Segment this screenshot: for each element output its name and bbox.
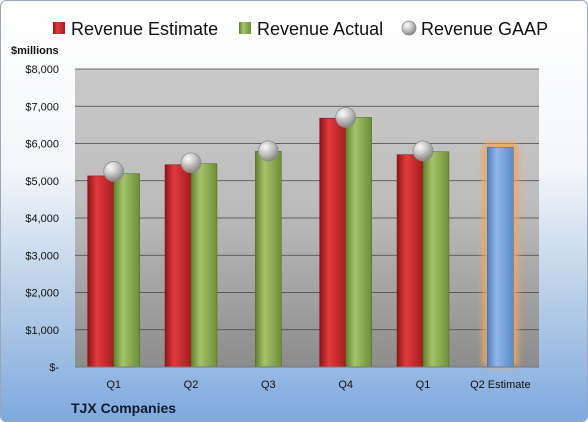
legend: Revenue Estimate Revenue Actual Revenue …	[53, 19, 548, 39]
y-tick-label: $1,000	[25, 325, 59, 337]
gaap-markers	[103, 107, 434, 182]
legend-label-estimate: Revenue Estimate	[71, 19, 218, 39]
revenue-estimate-bar	[164, 164, 192, 368]
x-axis-ticks: Q1 Q2 Q3 Q4 Q1 Q2 Estimate	[106, 379, 530, 391]
revenue-gaap-marker	[335, 107, 357, 128]
revenue-actual-bar	[255, 151, 282, 368]
legend-swatch-actual	[239, 22, 251, 34]
revenue-gaap-marker	[257, 140, 279, 162]
y-tick-label: $-	[49, 362, 59, 374]
x-tick-label: Q4	[338, 379, 353, 391]
legend-swatch-estimate	[53, 22, 65, 34]
x-tick-label: Q1	[416, 379, 431, 391]
revenue-estimate-bar	[87, 175, 114, 368]
x-tick-label: Q3	[261, 379, 276, 391]
bars	[87, 117, 519, 368]
revenue-estimate-bar	[319, 117, 346, 368]
revenue-actual-bar	[190, 163, 218, 368]
y-tick-label: $7,000	[25, 101, 59, 113]
legend-label-actual: Revenue Actual	[257, 19, 383, 39]
revenue-gaap-marker	[180, 152, 202, 174]
revenue-actual-bar	[345, 117, 372, 368]
revenue-actual-bar	[422, 151, 450, 368]
legend-swatch-gaap	[401, 20, 417, 36]
y-tick-label: $2,000	[25, 288, 59, 300]
q2-estimate-bar	[487, 146, 514, 368]
company-name: TJX Companies	[71, 400, 176, 416]
y-axis-unit-label: $millions	[11, 45, 59, 57]
x-tick-label: Q1	[106, 379, 121, 391]
x-tick-label: Q2 Estimate	[470, 379, 531, 391]
y-tick-label: $6,000	[25, 139, 59, 151]
y-tick-label: $4,000	[25, 213, 59, 225]
y-axis-ticks: $- $1,000 $2,000 $3,000 $4,000 $5,000 $6,000 $7…	[25, 64, 59, 374]
revenue-gaap-marker	[103, 161, 125, 182]
gridlines	[75, 68, 539, 331]
x-tick-label: Q2	[184, 379, 199, 391]
y-tick-label: $8,000	[25, 64, 59, 76]
revenue-actual-bar	[113, 173, 140, 368]
y-tick-label: $3,000	[25, 250, 59, 262]
revenue-estimate-bar	[396, 154, 424, 368]
revenue-gaap-marker	[412, 140, 434, 162]
legend-label-gaap: Revenue GAAP	[421, 19, 548, 39]
y-tick-label: $5,000	[25, 176, 59, 188]
